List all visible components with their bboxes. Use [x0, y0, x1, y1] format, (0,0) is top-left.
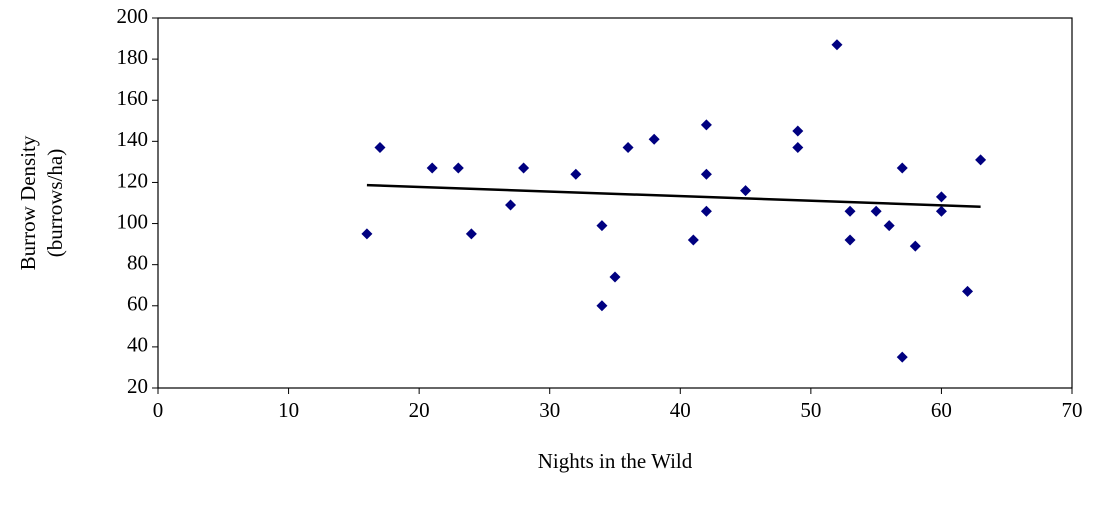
point — [570, 168, 582, 180]
y-tick-label: 180 — [117, 45, 149, 69]
point — [792, 125, 804, 137]
point — [870, 205, 882, 217]
point — [975, 154, 987, 166]
point — [687, 234, 699, 246]
point — [361, 228, 373, 240]
x-tick-label: 10 — [278, 398, 299, 422]
point — [962, 285, 974, 297]
point — [452, 162, 464, 174]
point — [883, 220, 895, 232]
point — [648, 133, 660, 145]
x-axis-title: Nights in the Wild — [538, 449, 693, 473]
trendline — [366, 183, 981, 208]
point — [909, 240, 921, 252]
x-tick-label: 40 — [670, 398, 691, 422]
y-tick-label: 200 — [117, 4, 149, 28]
x-tick-label: 50 — [800, 398, 821, 422]
point — [374, 142, 386, 153]
point — [792, 142, 804, 153]
point — [622, 142, 634, 153]
y-tick-label: 100 — [117, 209, 149, 233]
point — [935, 191, 947, 203]
plot-frame — [157, 17, 1073, 389]
x-tick-label: 70 — [1062, 398, 1083, 422]
y-tick-label: 160 — [117, 86, 149, 110]
point — [426, 162, 438, 174]
y-tick-label: 80 — [127, 250, 148, 274]
point — [596, 220, 608, 232]
point — [596, 300, 608, 312]
point — [896, 351, 908, 363]
point — [505, 199, 517, 211]
point — [896, 162, 908, 174]
x-tick-label: 20 — [409, 398, 430, 422]
x-tick-label: 30 — [539, 398, 560, 422]
point — [831, 39, 843, 51]
point — [844, 234, 856, 246]
point — [700, 168, 712, 180]
y-tick-label: 60 — [127, 292, 148, 316]
point — [935, 205, 947, 217]
x-tick-label: 60 — [931, 398, 952, 422]
point — [609, 271, 621, 283]
y-tick-label: 120 — [117, 168, 149, 192]
point — [844, 205, 856, 217]
y-tick-label: 140 — [117, 127, 149, 151]
y-tick-label: 40 — [127, 333, 148, 357]
point — [518, 162, 530, 174]
point — [465, 228, 477, 240]
point — [700, 119, 712, 131]
y-tick-label: 20 — [127, 374, 148, 398]
point — [740, 185, 752, 197]
y-axis-title: (burrows/ha) — [43, 149, 67, 257]
point — [700, 205, 712, 217]
y-axis-title: Burrow Density — [16, 135, 40, 270]
x-tick-label: 0 — [153, 398, 164, 422]
